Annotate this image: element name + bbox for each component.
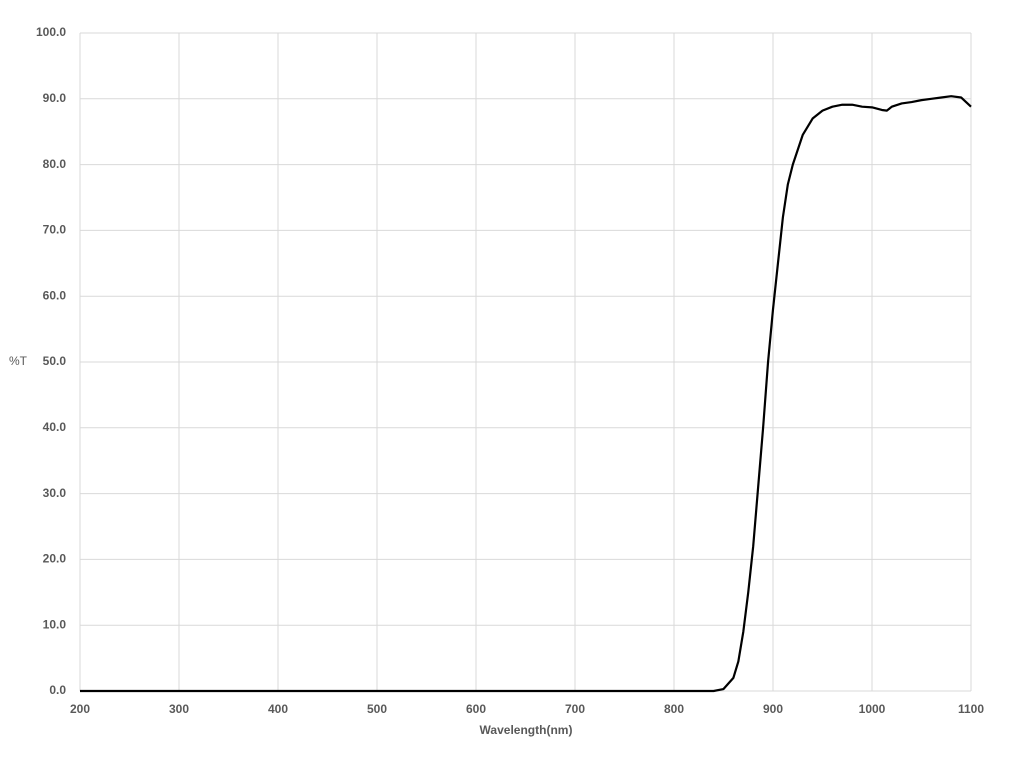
x-tick-label: 600 <box>466 702 486 716</box>
y-tick-label: 70.0 <box>43 223 67 237</box>
x-tick-label: 500 <box>367 702 387 716</box>
data-line <box>80 95 972 693</box>
x-tick-label: 1100 <box>958 702 984 716</box>
y-tick-label: 50.0 <box>43 354 67 368</box>
y-tick-label: 40.0 <box>43 420 67 434</box>
y-tick-label: 30.0 <box>43 486 67 500</box>
x-tick-label: 1000 <box>859 702 886 716</box>
x-tick-label: 900 <box>763 702 783 716</box>
x-tick-label: 400 <box>268 702 288 716</box>
y-tick-label: 0.0 <box>49 683 66 697</box>
y-tick-label: 100.0 <box>36 25 66 39</box>
x-axis-label: Wavelength(nm) <box>480 723 573 737</box>
x-tick-label: 300 <box>169 702 189 716</box>
x-tick-label: 200 <box>70 702 90 716</box>
y-tick-label: 80.0 <box>43 157 67 171</box>
x-tick-label: 700 <box>565 702 585 716</box>
y-tick-label: 60.0 <box>43 288 67 302</box>
y-tick-label: 10.0 <box>43 617 67 631</box>
y-axis-label: %T <box>9 354 28 368</box>
x-tick-label: 800 <box>664 702 684 716</box>
y-tick-label: 20.0 <box>43 552 67 566</box>
y-tick-label: 90.0 <box>43 91 67 105</box>
